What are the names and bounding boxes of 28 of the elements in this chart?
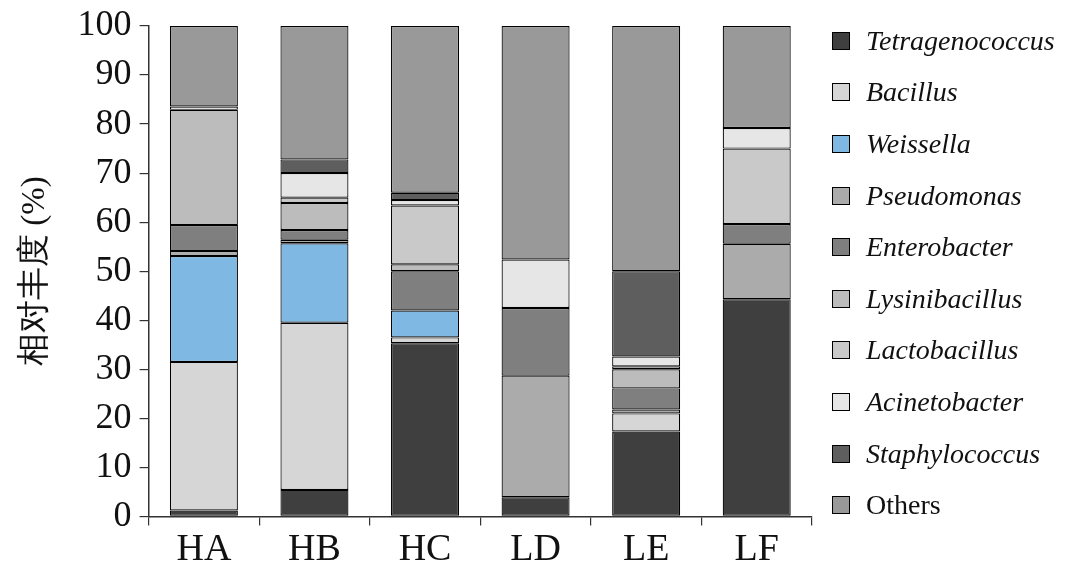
y-tick-label: 50 [95, 248, 132, 289]
y-tick-label: 80 [95, 101, 132, 142]
legend-label: Bacillus [866, 76, 958, 109]
x-tick-label: HC [398, 526, 452, 569]
y-axis-title: 相对丰度 (%) [15, 176, 53, 367]
legend-label: Pseudomonas [866, 179, 1022, 212]
legend-label: Enterobacter [866, 231, 1013, 264]
y-tick-label: 40 [95, 297, 132, 338]
x-tick-label: HA [176, 526, 232, 569]
x-tick-label: LD [510, 526, 561, 569]
y-tick-label: 30 [95, 346, 132, 387]
legend-label: Weissella [866, 127, 971, 160]
x-tick-label: LE [622, 526, 670, 569]
legend-label: Staphylococcus [866, 437, 1041, 470]
y-tick-label: 0 [113, 493, 132, 534]
y-tick-label: 10 [95, 444, 132, 485]
legend-label: Lactobacillus [866, 334, 1019, 367]
x-tick-label: HB [288, 526, 341, 569]
legend-label: Tetragenococcus [866, 24, 1055, 57]
x-tick-label: LF [734, 526, 779, 569]
legend-label: Lysinibacillus [866, 282, 1023, 315]
y-tick-label: 100 [77, 3, 132, 44]
legend-label: Others [866, 489, 941, 522]
y-tick-label: 90 [95, 52, 132, 93]
y-tick-label: 20 [95, 395, 132, 436]
y-tick-label: 60 [95, 199, 132, 240]
legend-label: Acinetobacter [866, 385, 1024, 418]
y-tick-label: 70 [95, 150, 132, 191]
